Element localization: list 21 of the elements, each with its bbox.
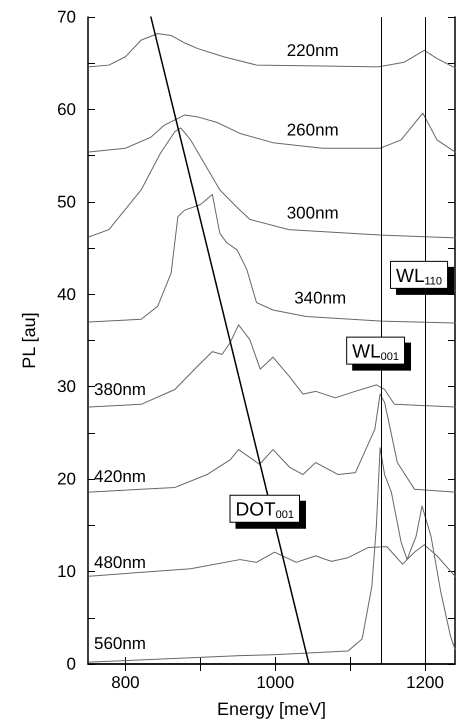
x-tick-label: 800	[111, 673, 140, 692]
y-tick-label: 0	[66, 654, 76, 674]
y-tick-label: 20	[57, 470, 76, 489]
series-label: 220nm	[286, 40, 339, 60]
y-tick-label: 10	[57, 562, 76, 582]
y-axis-title: PL [au]	[19, 312, 39, 369]
x-axis-title: Energy [meV]	[216, 699, 326, 719]
y-tick-label: 50	[57, 192, 76, 212]
series-label: 480nm	[94, 552, 146, 572]
y-tick-label: 60	[57, 100, 76, 119]
series-label: 260nm	[286, 120, 339, 140]
series-label: 560nm	[94, 634, 146, 654]
series-label: 420nm	[94, 466, 146, 486]
series-label: 300nm	[286, 203, 339, 222]
y-tick-label: 70	[57, 8, 76, 26]
x-tick-label: 1000	[256, 673, 294, 692]
series-label: 380nm	[94, 380, 146, 399]
series-label: 340nm	[294, 288, 346, 308]
y-tick-label: 30	[57, 377, 76, 396]
x-tick-label: 1200	[406, 673, 444, 692]
y-tick-label: 40	[57, 284, 76, 304]
